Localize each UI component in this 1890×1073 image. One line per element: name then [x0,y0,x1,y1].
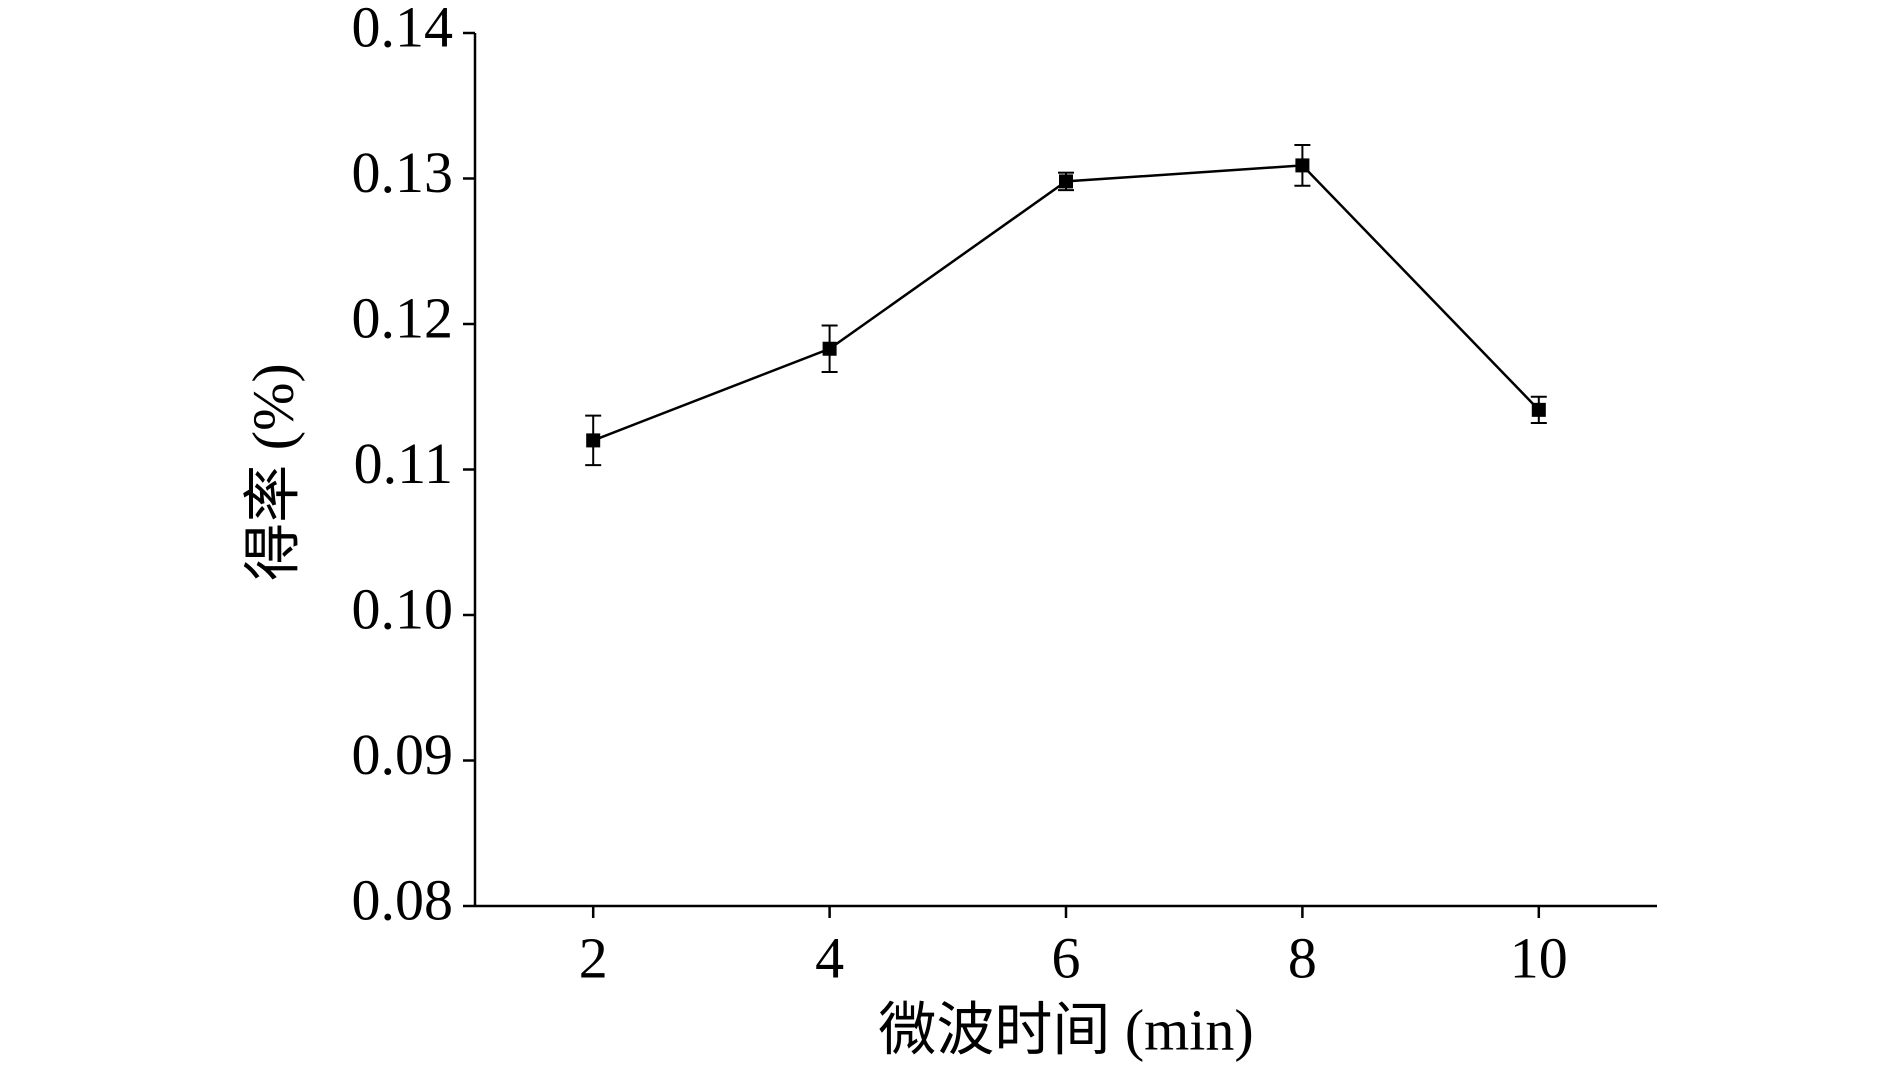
x-tick-label: 10 [1510,925,1568,990]
y-tick-label: 0.09 [352,722,454,787]
data-point [586,433,601,448]
y-axis-label: 得率 (%) [240,363,305,580]
x-tick-label: 4 [815,925,844,990]
y-tick-label: 0.13 [352,140,454,205]
y-tick-label: 0.11 [354,431,453,496]
data-point [822,341,837,356]
y-tick-label: 0.08 [352,867,454,932]
data-point [1059,174,1073,189]
x-tick-label: 6 [1052,925,1081,990]
data-point [1531,402,1546,417]
data-line [592,164,1540,442]
y-tick-label: 0.14 [352,0,454,59]
data-point [1295,158,1310,173]
x-tick-label: 2 [579,925,608,990]
x-tick-label: 8 [1288,925,1317,990]
x-axis-label: 微波时间 (min) [878,997,1253,1062]
y-tick-label: 0.10 [352,576,454,641]
y-tick-label: 0.12 [352,285,454,350]
